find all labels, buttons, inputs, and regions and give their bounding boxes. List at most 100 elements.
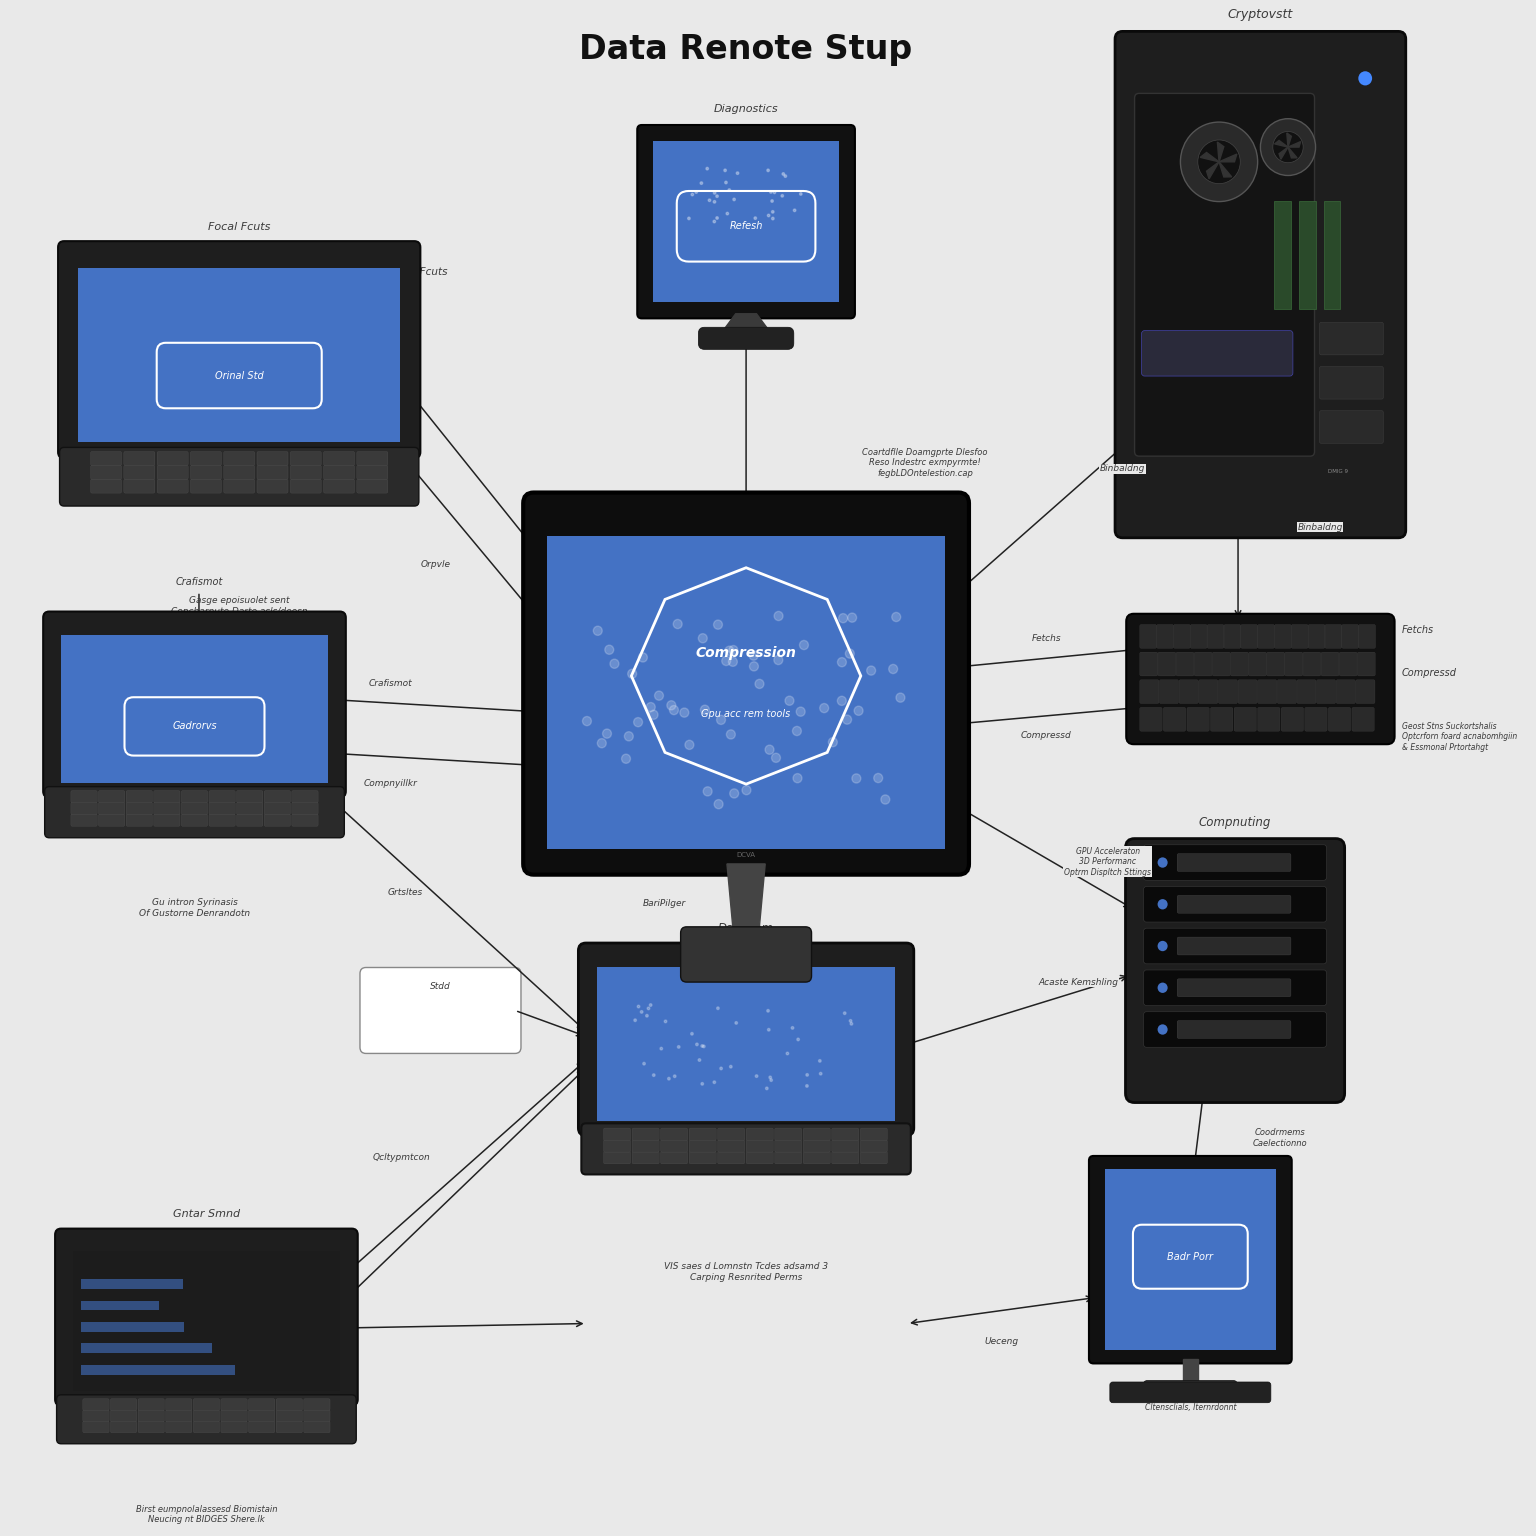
FancyBboxPatch shape [249, 1410, 275, 1422]
Circle shape [780, 169, 783, 172]
Text: Fetchs: Fetchs [1402, 625, 1435, 634]
FancyBboxPatch shape [264, 802, 290, 814]
FancyBboxPatch shape [83, 1399, 109, 1410]
Circle shape [717, 1008, 719, 1009]
FancyBboxPatch shape [1207, 625, 1224, 648]
FancyBboxPatch shape [1177, 1020, 1290, 1038]
FancyBboxPatch shape [181, 791, 207, 803]
Circle shape [852, 774, 860, 783]
FancyBboxPatch shape [1230, 653, 1249, 676]
FancyBboxPatch shape [1241, 625, 1258, 648]
FancyBboxPatch shape [860, 1152, 888, 1164]
FancyBboxPatch shape [359, 968, 521, 1054]
Circle shape [723, 212, 725, 214]
FancyBboxPatch shape [111, 1410, 137, 1422]
FancyBboxPatch shape [1177, 895, 1290, 914]
FancyBboxPatch shape [224, 479, 255, 493]
FancyBboxPatch shape [1309, 625, 1326, 648]
FancyBboxPatch shape [237, 791, 263, 803]
FancyBboxPatch shape [1187, 708, 1209, 731]
Text: Geost Stns Suckortshalis
Optcrforn foard acnabomhgiin
& Essmonal Prtortahgt: Geost Stns Suckortshalis Optcrforn foard… [1402, 722, 1518, 751]
Circle shape [819, 1060, 822, 1063]
Circle shape [750, 662, 759, 671]
FancyBboxPatch shape [633, 1152, 659, 1164]
FancyBboxPatch shape [1115, 31, 1405, 538]
FancyBboxPatch shape [154, 814, 180, 826]
FancyBboxPatch shape [111, 1399, 137, 1410]
FancyBboxPatch shape [237, 802, 263, 814]
FancyBboxPatch shape [126, 802, 152, 814]
Circle shape [668, 1077, 670, 1080]
Circle shape [774, 611, 783, 621]
Circle shape [774, 656, 783, 665]
FancyBboxPatch shape [1321, 653, 1339, 676]
Text: Gadrorvs: Gadrorvs [172, 722, 217, 731]
FancyBboxPatch shape [276, 1410, 303, 1422]
FancyBboxPatch shape [1160, 680, 1178, 703]
FancyBboxPatch shape [194, 1421, 220, 1433]
FancyBboxPatch shape [680, 926, 811, 982]
FancyBboxPatch shape [1193, 653, 1212, 676]
Text: Badr Porr: Badr Porr [1167, 1252, 1213, 1261]
FancyBboxPatch shape [181, 814, 207, 826]
Polygon shape [1183, 1359, 1198, 1385]
Text: Compressd: Compressd [1021, 731, 1072, 740]
Circle shape [720, 166, 722, 169]
FancyBboxPatch shape [1319, 367, 1384, 399]
Circle shape [634, 717, 642, 727]
FancyBboxPatch shape [124, 465, 155, 479]
FancyBboxPatch shape [860, 1127, 888, 1140]
FancyBboxPatch shape [860, 1140, 888, 1152]
FancyBboxPatch shape [264, 814, 290, 826]
Circle shape [785, 696, 794, 705]
FancyBboxPatch shape [660, 1152, 688, 1164]
Text: Orpvle: Orpvle [421, 561, 450, 570]
FancyBboxPatch shape [81, 1322, 184, 1332]
Circle shape [837, 696, 846, 705]
Text: Gasge epoisuolet sent
Copcharnuto Darte asls/deosn
and Relegjmandona Dietus: Gasge epoisuolet sent Copcharnuto Darte … [170, 596, 307, 627]
FancyBboxPatch shape [60, 447, 419, 505]
FancyBboxPatch shape [1275, 625, 1292, 648]
FancyBboxPatch shape [166, 1399, 192, 1410]
FancyBboxPatch shape [257, 479, 289, 493]
FancyBboxPatch shape [746, 1127, 773, 1140]
FancyBboxPatch shape [304, 1399, 330, 1410]
FancyBboxPatch shape [1198, 680, 1218, 703]
FancyBboxPatch shape [604, 1140, 631, 1152]
Circle shape [639, 653, 647, 662]
FancyBboxPatch shape [91, 452, 121, 465]
FancyBboxPatch shape [194, 1410, 220, 1422]
Circle shape [673, 1075, 676, 1078]
Circle shape [1181, 121, 1258, 201]
Text: Data Renote Stup: Data Renote Stup [579, 34, 912, 66]
FancyBboxPatch shape [598, 966, 895, 1121]
Circle shape [737, 174, 740, 177]
Circle shape [800, 641, 808, 650]
FancyBboxPatch shape [224, 452, 255, 465]
Circle shape [739, 174, 740, 175]
FancyBboxPatch shape [57, 1395, 356, 1444]
Circle shape [667, 700, 676, 710]
Text: Gpu acc rem tools: Gpu acc rem tools [702, 710, 791, 719]
FancyBboxPatch shape [1316, 680, 1336, 703]
Circle shape [720, 209, 723, 212]
Circle shape [647, 702, 656, 711]
FancyBboxPatch shape [803, 1152, 831, 1164]
Circle shape [728, 657, 737, 667]
FancyBboxPatch shape [249, 1421, 275, 1433]
Circle shape [691, 1032, 693, 1035]
Circle shape [702, 1044, 705, 1048]
FancyBboxPatch shape [1143, 1012, 1327, 1048]
Circle shape [700, 1044, 703, 1048]
FancyBboxPatch shape [1180, 680, 1198, 703]
Circle shape [845, 650, 854, 659]
FancyBboxPatch shape [190, 465, 221, 479]
Circle shape [645, 1014, 648, 1017]
FancyBboxPatch shape [1303, 653, 1321, 676]
Text: Gntar Smnd: Gntar Smnd [174, 1209, 240, 1220]
FancyBboxPatch shape [717, 1152, 745, 1164]
FancyBboxPatch shape [290, 465, 321, 479]
Circle shape [677, 1046, 680, 1048]
Circle shape [582, 716, 591, 725]
FancyBboxPatch shape [604, 1127, 631, 1140]
